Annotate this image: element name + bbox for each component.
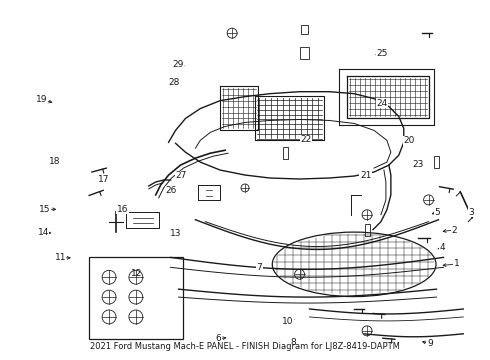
Text: 2021 Ford Mustang Mach-E PANEL - FINISH Diagram for LJ8Z-8419-DAPTM: 2021 Ford Mustang Mach-E PANEL - FINISH …: [90, 342, 400, 351]
Text: 2: 2: [451, 225, 457, 234]
Text: 12: 12: [131, 269, 143, 278]
Text: 27: 27: [175, 171, 187, 180]
Text: 7: 7: [257, 263, 263, 272]
Text: 21: 21: [360, 171, 371, 180]
Text: 28: 28: [169, 78, 180, 87]
Text: 6: 6: [216, 334, 221, 343]
Text: 23: 23: [412, 161, 423, 170]
Text: 10: 10: [282, 316, 294, 325]
Text: 25: 25: [376, 49, 388, 58]
Bar: [301, 25, 308, 33]
Text: 14: 14: [38, 228, 49, 237]
Bar: [300, 47, 309, 59]
Text: 19: 19: [36, 95, 48, 104]
Text: 1: 1: [454, 260, 460, 269]
Bar: [365, 224, 369, 235]
Text: 24: 24: [376, 99, 388, 108]
Bar: [283, 147, 288, 159]
Text: 8: 8: [291, 338, 296, 347]
Text: 9: 9: [427, 339, 433, 348]
Bar: [89, 257, 183, 339]
Text: 26: 26: [166, 186, 177, 195]
Text: 4: 4: [439, 243, 445, 252]
Text: 11: 11: [54, 253, 66, 262]
Text: 3: 3: [468, 208, 474, 217]
Text: 15: 15: [39, 205, 50, 214]
Text: 20: 20: [404, 136, 415, 145]
Text: 18: 18: [49, 157, 60, 166]
Text: 29: 29: [172, 60, 184, 69]
Text: 5: 5: [434, 208, 440, 217]
Bar: [434, 156, 439, 168]
Text: 13: 13: [170, 229, 182, 238]
Text: 16: 16: [117, 205, 128, 214]
Text: 22: 22: [300, 135, 312, 144]
Text: 17: 17: [98, 175, 110, 184]
